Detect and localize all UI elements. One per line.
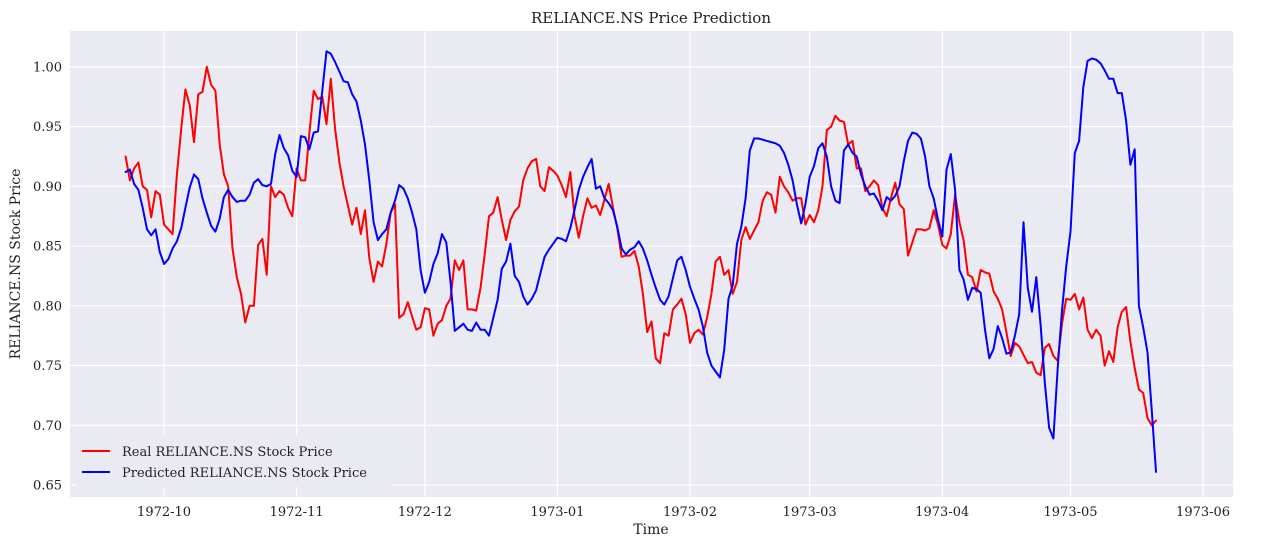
x-tick-label: 1973-03 xyxy=(783,505,837,520)
x-tick-label: 1972-12 xyxy=(398,505,452,520)
y-tick-label: 0.65 xyxy=(33,479,62,494)
y-tick-labels: 0.65 0.70 0.75 0.80 0.85 0.90 0.95 1.00 xyxy=(33,60,62,493)
y-tick-label: 0.75 xyxy=(33,359,62,374)
y-tick-label: 0.70 xyxy=(33,419,62,434)
legend: Real RELIANCE.NS Stock Price Predicted R… xyxy=(76,435,394,487)
series-lines xyxy=(124,50,1157,473)
x-tick-label: 1973-06 xyxy=(1176,505,1230,520)
x-gridlines xyxy=(163,31,1204,497)
x-axis-label: Time xyxy=(633,522,668,538)
x-tick-label: 1973-05 xyxy=(1044,505,1098,520)
legend-label-real: Real RELIANCE.NS Stock Price xyxy=(122,445,333,460)
y-tick-label: 0.85 xyxy=(33,240,62,255)
y-tick-label: 0.80 xyxy=(33,299,62,314)
y-axis-label: RELIANCE.NS Stock Price xyxy=(8,169,24,360)
y-tick-label: 1.00 xyxy=(33,60,62,75)
series-line-real xyxy=(124,65,1157,427)
chart-title: RELIANCE.NS Price Prediction xyxy=(531,9,771,27)
x-tick-label: 1973-01 xyxy=(530,505,584,520)
legend-label-predicted: Predicted RELIANCE.NS Stock Price xyxy=(122,466,367,481)
x-tick-labels: 1972-10 1972-11 1972-12 1973-01 1973-02 1973-… xyxy=(137,505,1230,520)
series-line-predicted xyxy=(124,50,1157,473)
x-tick-label: 1973-04 xyxy=(915,505,969,520)
plot-area xyxy=(70,31,1233,497)
x-tick-label: 1972-10 xyxy=(137,505,191,520)
x-tick-label: 1972-11 xyxy=(270,505,324,520)
x-tick-label: 1973-02 xyxy=(663,505,717,520)
y-tick-label: 0.95 xyxy=(33,120,62,135)
legend-box xyxy=(76,435,394,487)
y-tick-label: 0.90 xyxy=(33,180,62,195)
